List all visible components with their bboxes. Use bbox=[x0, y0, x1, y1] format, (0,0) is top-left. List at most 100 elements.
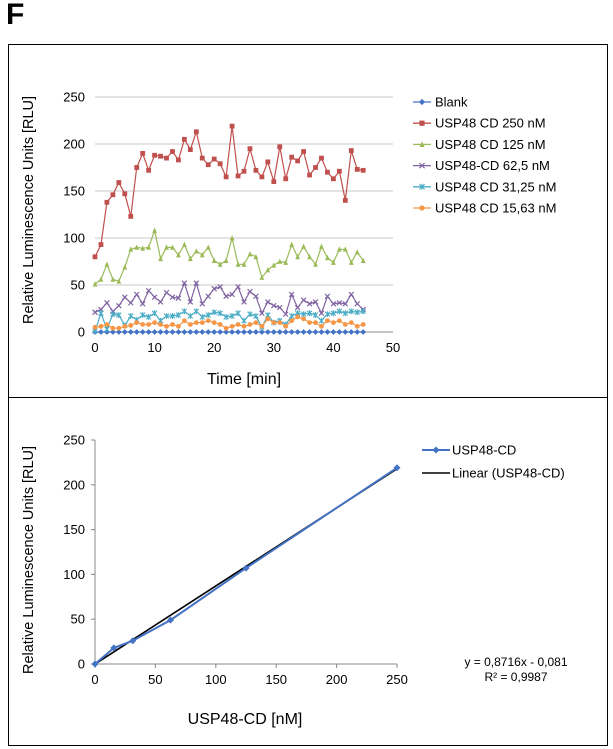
x-tick-label: 30 bbox=[267, 340, 281, 355]
series-1 bbox=[92, 123, 366, 260]
legend-label: Linear (USP48-CD) bbox=[452, 466, 565, 481]
data-point bbox=[104, 322, 110, 327]
x-tick-label: 0 bbox=[91, 340, 98, 355]
data-point bbox=[325, 254, 330, 261]
data-point bbox=[265, 299, 271, 305]
x-tick-label: 250 bbox=[386, 672, 408, 687]
data-point bbox=[331, 259, 336, 265]
data-point bbox=[348, 148, 354, 153]
legend-marker bbox=[419, 120, 425, 126]
data-point bbox=[360, 308, 366, 315]
x-tick-label: 40 bbox=[326, 340, 340, 355]
data-point bbox=[133, 291, 140, 298]
legend-marker bbox=[419, 205, 425, 211]
data-point bbox=[288, 291, 295, 298]
data-point bbox=[253, 329, 259, 335]
data-point bbox=[182, 318, 187, 324]
data-point bbox=[259, 274, 265, 280]
legend-item: USP48-CD bbox=[422, 443, 516, 458]
data-point bbox=[354, 323, 360, 329]
data-point bbox=[270, 329, 277, 335]
data-point bbox=[342, 329, 349, 335]
data-point bbox=[175, 295, 182, 301]
data-point bbox=[348, 308, 355, 315]
data-point bbox=[336, 308, 343, 315]
legend-label: USP48-CD 62,5 nM bbox=[435, 158, 550, 173]
data-point bbox=[336, 329, 343, 335]
data-point bbox=[229, 291, 235, 298]
data-point bbox=[342, 310, 349, 317]
data-point bbox=[360, 167, 366, 173]
data-point bbox=[325, 169, 330, 175]
data-point bbox=[122, 264, 128, 270]
data-point bbox=[199, 252, 205, 258]
data-point bbox=[92, 309, 98, 316]
data-point bbox=[265, 159, 271, 165]
data-point bbox=[157, 299, 164, 305]
data-point bbox=[133, 329, 140, 335]
data-point bbox=[348, 329, 355, 335]
series-line bbox=[94, 466, 398, 665]
series-4 bbox=[92, 308, 366, 334]
data-point bbox=[175, 312, 182, 318]
data-point bbox=[151, 329, 158, 335]
data-point bbox=[217, 261, 223, 267]
data-point bbox=[253, 320, 259, 325]
data-point bbox=[289, 318, 295, 324]
data-point bbox=[205, 244, 211, 250]
data-point bbox=[116, 302, 122, 309]
data-point bbox=[319, 323, 324, 329]
data-point bbox=[295, 253, 301, 260]
data-point bbox=[229, 323, 235, 329]
data-point bbox=[134, 320, 140, 325]
data-point bbox=[277, 320, 283, 325]
y-tick-label: 0 bbox=[78, 657, 85, 672]
data-point bbox=[145, 314, 152, 320]
data-point bbox=[164, 155, 169, 161]
data-point bbox=[176, 252, 181, 258]
data-point bbox=[199, 300, 206, 307]
data-point bbox=[164, 323, 169, 329]
data-point bbox=[324, 293, 331, 300]
data-point bbox=[211, 257, 217, 263]
data-point bbox=[271, 262, 277, 268]
data-point bbox=[145, 329, 152, 335]
data-point bbox=[247, 288, 253, 295]
data-point bbox=[151, 310, 158, 317]
data-point bbox=[145, 287, 152, 294]
data-point bbox=[110, 192, 116, 198]
data-point bbox=[354, 166, 360, 172]
data-point bbox=[211, 309, 217, 316]
data-point bbox=[128, 213, 134, 219]
series-5 bbox=[92, 314, 366, 331]
data-point bbox=[393, 464, 401, 472]
data-point bbox=[342, 198, 348, 203]
x-axis-title: USP48-CD [nM] bbox=[188, 711, 303, 728]
data-point bbox=[253, 313, 259, 319]
data-point bbox=[306, 300, 313, 307]
data-point bbox=[205, 293, 212, 300]
data-point bbox=[241, 329, 247, 335]
series-line bbox=[94, 316, 364, 329]
y-axis-title: Relative Luminescence Units [RLU] bbox=[21, 446, 37, 674]
data-point bbox=[104, 261, 110, 267]
y-tick-label: 100 bbox=[63, 231, 85, 246]
data-point bbox=[109, 329, 116, 335]
time-course-chart-panel: 0 50 100 150 200 250 0 10 20 30 40 50 Time [min] R… bbox=[8, 44, 608, 399]
data-point bbox=[313, 261, 318, 267]
data-point bbox=[331, 176, 336, 182]
data-point bbox=[312, 312, 319, 318]
data-point bbox=[187, 299, 194, 305]
legend-marker bbox=[418, 162, 426, 169]
data-point bbox=[140, 151, 146, 156]
data-point bbox=[253, 253, 259, 260]
data-point bbox=[182, 136, 187, 142]
data-point bbox=[187, 322, 193, 327]
data-point bbox=[235, 322, 241, 327]
legend-label: USP48-CD bbox=[452, 443, 516, 458]
data-point bbox=[98, 310, 104, 317]
dose-response-chart: 0 50 100 150 200 250 0 50 100 150 200 250 USP48-CD… bbox=[21, 433, 568, 729]
data-point bbox=[354, 329, 361, 335]
data-point bbox=[241, 323, 247, 329]
data-point bbox=[170, 149, 175, 154]
